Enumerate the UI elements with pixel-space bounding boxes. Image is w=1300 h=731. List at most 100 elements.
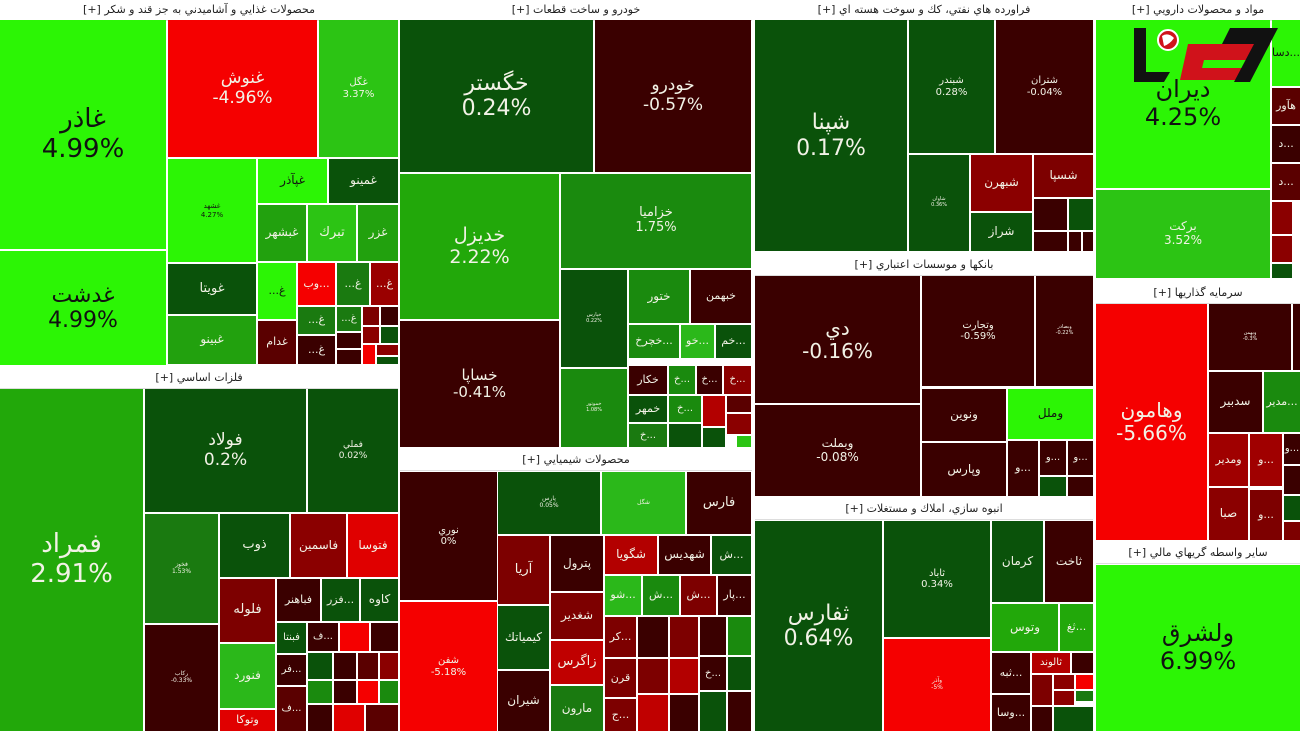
stock-tile[interactable]: غ...: [371, 263, 398, 305]
stock-tile[interactable]: غگل 3.37%: [319, 20, 398, 157]
stock-tile[interactable]: ثاخت: [1045, 521, 1093, 602]
stock-tile[interactable]: [1068, 477, 1093, 496]
stock-tile[interactable]: ...كر: [605, 617, 636, 657]
stock-tile[interactable]: ...فزر: [322, 579, 359, 621]
sector-header[interactable]: مواد و محصولات دارويي [+]: [1096, 0, 1300, 21]
stock-tile[interactable]: [1272, 264, 1292, 278]
stock-tile[interactable]: ...و: [1068, 441, 1093, 475]
stock-tile[interactable]: [700, 692, 726, 731]
stock-tile[interactable]: خمهر: [629, 396, 667, 422]
stock-tile[interactable]: ركاب -0.33%: [145, 625, 218, 731]
stock-tile[interactable]: [1032, 707, 1052, 731]
stock-tile[interactable]: [1076, 675, 1093, 689]
stock-tile[interactable]: [358, 653, 378, 679]
stock-tile[interactable]: خودرو -0.57%: [595, 20, 751, 172]
stock-tile[interactable]: فارس: [687, 472, 751, 534]
stock-tile[interactable]: غدشت 4.99%: [0, 251, 166, 365]
stock-tile[interactable]: پارس 0.05%: [498, 472, 600, 534]
stock-tile[interactable]: ثالوند: [1032, 653, 1070, 673]
stock-tile[interactable]: ...وسا: [992, 695, 1030, 731]
stock-tile[interactable]: [1032, 675, 1052, 705]
stock-tile[interactable]: شفن -5.18%: [400, 602, 497, 731]
stock-tile[interactable]: ...خ: [724, 366, 751, 394]
stock-tile[interactable]: [1054, 675, 1074, 689]
stock-tile[interactable]: وآذر -5%: [884, 639, 990, 731]
stock-tile[interactable]: وملل: [1008, 389, 1093, 439]
stock-tile[interactable]: ...ش: [643, 576, 679, 615]
stock-tile[interactable]: [377, 357, 398, 364]
stock-tile[interactable]: مارون: [551, 686, 603, 731]
stock-tile[interactable]: ...ثغ: [1060, 604, 1093, 651]
stock-tile[interactable]: خموتور 1.08%: [561, 369, 627, 447]
stock-tile[interactable]: [700, 617, 726, 655]
sector-header[interactable]: محصولات غذايي و آشاميدني به جز قند و شكر…: [0, 0, 398, 21]
stock-tile[interactable]: غ...: [298, 307, 335, 334]
stock-tile[interactable]: [334, 705, 364, 731]
stock-tile[interactable]: [334, 653, 356, 679]
stock-tile[interactable]: زاگرس: [551, 641, 603, 684]
stock-tile[interactable]: [381, 307, 398, 325]
stock-tile[interactable]: ثاباد 0.34%: [884, 521, 990, 637]
stock-tile[interactable]: ديران 4.25%: [1096, 20, 1270, 188]
stock-tile[interactable]: فولاد 0.2%: [145, 389, 306, 512]
stock-tile[interactable]: [1076, 691, 1093, 701]
stock-tile[interactable]: ...ف: [308, 623, 338, 651]
stock-tile[interactable]: خگستر 0.24%: [400, 20, 593, 172]
stock-tile[interactable]: [1293, 304, 1300, 370]
stock-tile[interactable]: غ...: [337, 263, 369, 305]
stock-tile[interactable]: فباهنر: [277, 579, 320, 621]
stock-tile[interactable]: [1284, 496, 1300, 520]
stock-tile[interactable]: ...ثبه: [992, 653, 1030, 693]
stock-tile[interactable]: غ...: [258, 263, 296, 319]
stock-tile[interactable]: بركت 3.52%: [1096, 190, 1270, 278]
stock-tile[interactable]: [363, 307, 379, 325]
stock-tile[interactable]: [727, 396, 751, 412]
stock-tile[interactable]: غ...: [298, 336, 335, 364]
stock-tile[interactable]: [366, 705, 398, 731]
stock-tile[interactable]: [1272, 202, 1292, 234]
stock-tile[interactable]: [638, 695, 668, 731]
stock-tile[interactable]: ذوب: [220, 514, 289, 577]
stock-tile[interactable]: فملي 0.02%: [308, 389, 398, 512]
stock-tile[interactable]: ...و: [1284, 434, 1300, 464]
stock-tile[interactable]: ...خ: [697, 366, 722, 394]
stock-tile[interactable]: [1054, 707, 1093, 731]
stock-tile[interactable]: [1083, 232, 1093, 251]
stock-tile[interactable]: ...و: [1008, 441, 1038, 496]
stock-tile[interactable]: شغدير: [551, 593, 603, 639]
stock-tile[interactable]: قرن: [605, 659, 636, 697]
sector-header[interactable]: سرمايه گذاريها [+]: [1096, 283, 1300, 304]
stock-tile[interactable]: ...و: [1040, 441, 1066, 475]
stock-tile[interactable]: كاوه: [361, 579, 398, 621]
stock-tile[interactable]: [308, 705, 332, 731]
sector-header[interactable]: فراورده هاي نفتي، كك و سوخت هسته اي [+]: [755, 0, 1093, 21]
stock-tile[interactable]: وپارس: [922, 443, 1006, 496]
stock-tile[interactable]: كيمياتك: [498, 606, 549, 669]
sector-header[interactable]: محصولات شيميايي [+]: [400, 450, 752, 471]
stock-tile[interactable]: غمينو: [329, 159, 398, 203]
stock-tile[interactable]: شراز: [971, 213, 1032, 251]
stock-tile[interactable]: شيران: [498, 671, 549, 731]
stock-tile[interactable]: فتوسا: [348, 514, 398, 577]
stock-tile[interactable]: ...ش: [681, 576, 716, 615]
stock-tile[interactable]: ونوين: [922, 389, 1006, 441]
stock-tile[interactable]: غويتا: [168, 264, 256, 314]
stock-tile[interactable]: وهامون -5.66%: [1096, 304, 1207, 540]
stock-tile[interactable]: خديزل 2.22%: [400, 174, 559, 319]
sector-header[interactable]: ساير واسطه گريهاي مالي [+]: [1096, 543, 1300, 564]
stock-tile[interactable]: وتوكا: [220, 710, 275, 731]
stock-tile[interactable]: غدام: [258, 321, 296, 364]
stock-tile[interactable]: وتجارت -0.59%: [922, 276, 1034, 386]
stock-tile[interactable]: [1034, 199, 1067, 230]
stock-tile[interactable]: شسپا: [1034, 155, 1093, 197]
stock-tile[interactable]: خزاميا 1.75%: [561, 174, 751, 268]
stock-tile[interactable]: [670, 695, 698, 731]
stock-tile[interactable]: [703, 428, 725, 447]
stock-tile[interactable]: [380, 681, 398, 703]
stock-tile[interactable]: ...خ: [700, 657, 726, 690]
stock-tile[interactable]: ...د: [1272, 164, 1300, 200]
stock-tile[interactable]: وبملت -0.08%: [755, 405, 920, 496]
stock-tile[interactable]: شبهرن: [971, 155, 1032, 211]
stock-tile[interactable]: فنورد: [220, 644, 275, 708]
stock-tile[interactable]: شپنا 0.17%: [755, 20, 907, 251]
